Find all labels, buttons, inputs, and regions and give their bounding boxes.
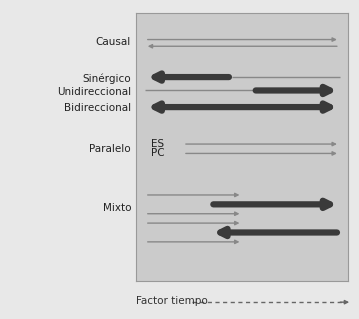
Text: Unidireccional: Unidireccional	[57, 87, 131, 97]
Text: Mixto: Mixto	[103, 204, 131, 213]
Text: Sinérgico: Sinérgico	[83, 73, 131, 84]
Text: Bidireccional: Bidireccional	[64, 103, 131, 113]
Text: Causal: Causal	[96, 37, 131, 47]
Text: PC: PC	[151, 148, 165, 159]
Text: ES: ES	[151, 139, 164, 149]
Text: Paralelo: Paralelo	[89, 145, 131, 154]
Text: Factor tiempo: Factor tiempo	[136, 296, 208, 307]
